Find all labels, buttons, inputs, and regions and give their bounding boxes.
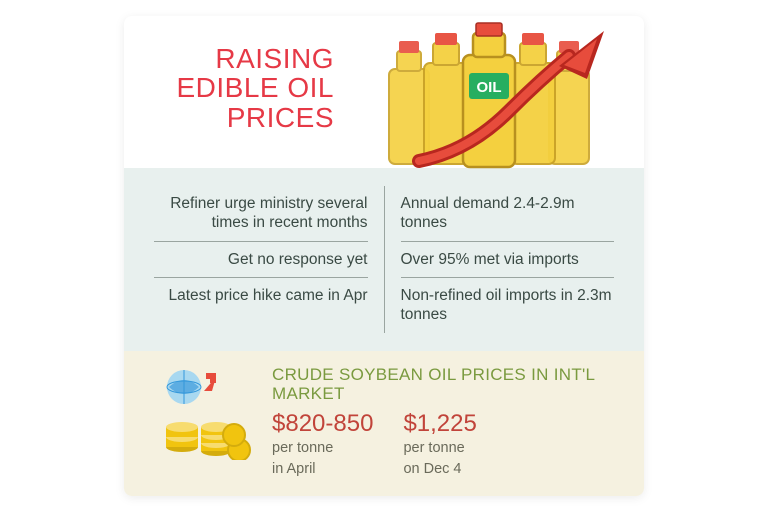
price-row: $820-850 per tonne in April $1,225 per t…: [272, 412, 614, 478]
fact-left-3: Latest price hike came in Apr: [154, 277, 368, 313]
fact-right-2: Over 95% met via imports: [401, 241, 615, 277]
price-block-2: $1,225 per tonne on Dec 4: [403, 412, 476, 478]
price-block-1: $820-850 per tonne in April: [272, 412, 373, 478]
fact-right-1: Annual demand 2.4-2.9m tonnes: [401, 186, 615, 241]
price-sub-2a: per tonne: [403, 439, 476, 457]
coins-globe-icon: [154, 365, 254, 460]
price-value-2: $1,225: [403, 412, 476, 436]
svg-text:OIL: OIL: [477, 79, 502, 96]
price-sub-1b: in April: [272, 460, 373, 478]
title-line-2: EDIBLE OIL: [176, 72, 334, 103]
fact-left-1: Refiner urge ministry several times in r…: [154, 186, 368, 241]
price-title: CRUDE SOYBEAN OIL PRICES IN INT'L MARKET: [272, 365, 614, 404]
price-content: CRUDE SOYBEAN OIL PRICES IN INT'L MARKET…: [272, 365, 614, 478]
title-line-1: RAISING: [215, 43, 334, 74]
infographic-card: RAISING EDIBLE OIL PRICES: [124, 16, 644, 496]
price-sub-1a: per tonne: [272, 439, 373, 457]
oil-bottles-illustration: OIL: [359, 21, 619, 176]
price-sub-2b: on Dec 4: [403, 460, 476, 478]
main-title: RAISING EDIBLE OIL PRICES: [164, 44, 334, 158]
facts-left-column: Refiner urge ministry several times in r…: [154, 186, 385, 333]
facts-section: Refiner urge ministry several times in r…: [124, 168, 644, 351]
fact-right-3: Non-refined oil imports in 2.3m tonnes: [401, 277, 615, 333]
facts-right-column: Annual demand 2.4-2.9m tonnes Over 95% m…: [385, 186, 615, 333]
price-value-1: $820-850: [272, 412, 373, 436]
header-section: RAISING EDIBLE OIL PRICES: [124, 16, 644, 168]
price-section: CRUDE SOYBEAN OIL PRICES IN INT'L MARKET…: [124, 351, 644, 496]
title-line-3: PRICES: [227, 102, 334, 133]
fact-left-2: Get no response yet: [154, 241, 368, 277]
